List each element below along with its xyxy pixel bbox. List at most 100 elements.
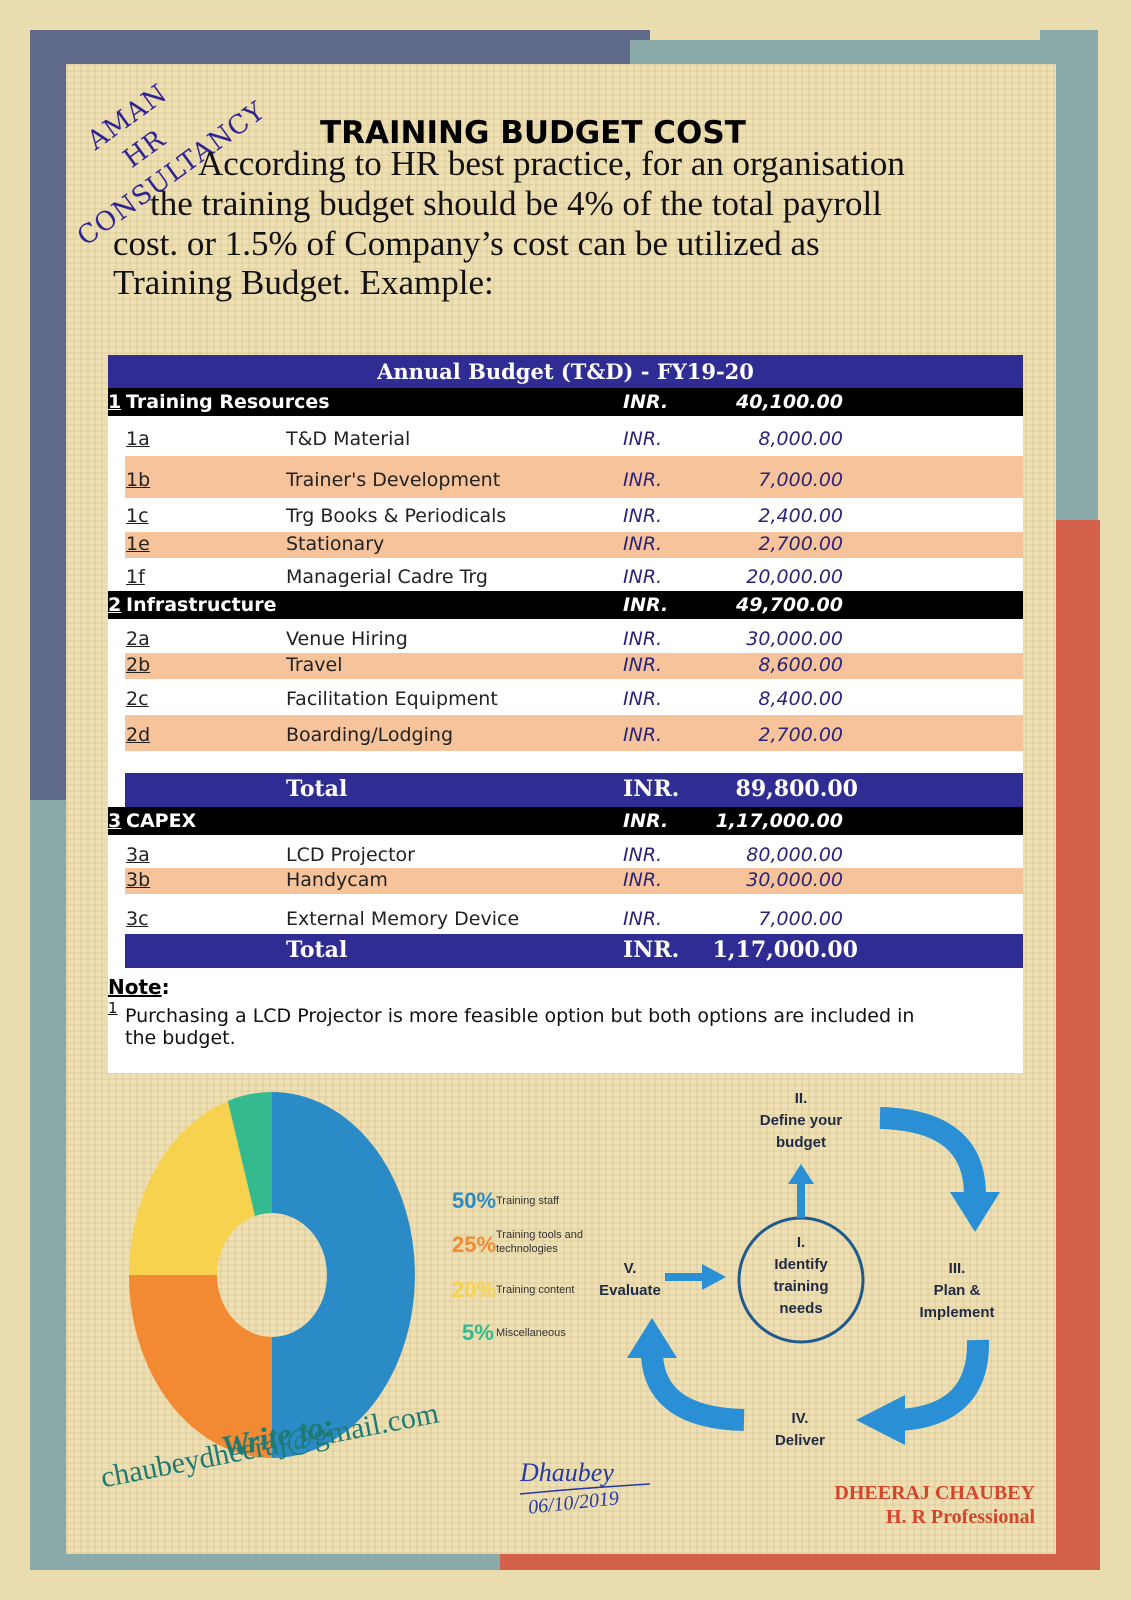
table-row: 1c Trg Books & Periodicals INR. 2,400.00 xyxy=(108,498,1023,532)
donut-slice-3 xyxy=(129,1100,256,1275)
item-code: 2d xyxy=(126,724,151,746)
section-row-infrastructure: 2 Infrastructure INR. 49,700.00 xyxy=(108,591,1023,619)
section-row-training-resources: 1 Training Resources INR. 40,100.00 xyxy=(108,388,1023,416)
item-amount: 7,000.00 xyxy=(758,908,843,930)
legend-pct-3: 20% xyxy=(452,1277,497,1302)
section-number: 1 xyxy=(108,391,122,413)
cycle-step-4-line-1: Deliver xyxy=(774,1432,826,1449)
cycle-step-2-num: II. xyxy=(794,1090,808,1107)
legend-label-3: Training content xyxy=(496,1284,575,1296)
table-row: 1b Trainer's Development INR. 7,000.00 xyxy=(125,456,1023,498)
item-code: 2c xyxy=(126,688,149,710)
intro-line-4: Training Budget. Example: xyxy=(113,263,494,302)
donut-slice-4 xyxy=(227,1092,272,1217)
frame-top-slate xyxy=(30,30,650,64)
table-row: 1e Stationary INR. 2,700.00 xyxy=(125,532,1023,558)
item-amount: 20,000.00 xyxy=(746,566,843,588)
cycle-step-4-num: IV. xyxy=(791,1410,809,1427)
item-desc: Facilitation Equipment xyxy=(286,688,498,710)
item-desc: LCD Projector xyxy=(286,844,415,866)
note-colon: : xyxy=(161,975,170,999)
item-currency: INR. xyxy=(623,688,663,710)
table-row: 2b Travel INR. 8,600.00 xyxy=(125,653,1023,679)
cycle-step-1-num: I. xyxy=(796,1234,806,1251)
total-label: Total xyxy=(286,937,348,963)
author-name: DHEERAJ CHAUBEY xyxy=(834,1482,1035,1504)
signature-underline xyxy=(519,1483,651,1495)
item-desc: Travel xyxy=(286,654,343,676)
section-number: 2 xyxy=(108,594,122,616)
donut-chart xyxy=(129,1092,415,1458)
donut-slice-1 xyxy=(272,1092,415,1458)
item-code: 3b xyxy=(126,869,151,891)
frame-bottom-rust xyxy=(500,1552,1100,1570)
item-currency: INR. xyxy=(623,469,663,491)
cycle-step-2: II. Define your budget xyxy=(746,1088,856,1154)
budget-table: Annual Budget (T&D) - FY19-20 1 Training… xyxy=(108,355,1023,1073)
item-currency: INR. xyxy=(623,869,663,891)
cycle-step-1-line-3: needs xyxy=(779,1300,823,1317)
note-block: Note: 1 Purchasing a LCD Projector is mo… xyxy=(108,975,1023,1073)
arrow-right-head xyxy=(702,1264,726,1290)
table-row: 3b Handycam INR. 30,000.00 xyxy=(125,868,1023,894)
frame-bottom-teal xyxy=(30,1552,500,1570)
table-row: 1a T&D Material INR. 8,000.00 xyxy=(108,416,1023,456)
total-currency: INR. xyxy=(623,776,680,802)
item-desc: Handycam xyxy=(286,869,388,891)
item-code: 1b xyxy=(126,469,151,491)
frame-left-teal xyxy=(30,800,66,1570)
item-desc: Stationary xyxy=(286,533,385,555)
section-title: Training Resources xyxy=(126,391,330,413)
cycle-step-5-line-1: Evaluate xyxy=(599,1282,661,1299)
item-currency: INR. xyxy=(623,628,663,650)
intro-line-1: According to HR best practice, for an or… xyxy=(198,144,905,183)
legend-label-2: Training tools and technologies xyxy=(496,1229,584,1255)
cycle-step-1-line-1: Identify xyxy=(774,1256,828,1273)
cycle-step-3: III. Plan & Implement xyxy=(902,1258,1012,1324)
item-amount: 8,600.00 xyxy=(758,654,843,676)
arrow-curve-top-right-head xyxy=(950,1192,1000,1232)
item-code: 3c xyxy=(126,908,149,930)
intro-line-2: the training budget should be 4% of the … xyxy=(150,184,882,223)
frame-right-rust xyxy=(1056,520,1100,1570)
section-title: CAPEX xyxy=(126,810,197,832)
item-currency: INR. xyxy=(623,505,663,527)
item-desc: Managerial Cadre Trg xyxy=(286,566,488,588)
legend-pct-1: 50% xyxy=(452,1188,497,1213)
note-label-text: Note xyxy=(108,975,162,999)
table-row: 2d Boarding/Lodging INR. 2,700.00 xyxy=(125,715,1023,751)
item-currency: INR. xyxy=(623,654,663,676)
section-title: Infrastructure xyxy=(126,594,277,616)
section-currency: INR. xyxy=(623,810,669,832)
donut-slice-2 xyxy=(129,1275,272,1458)
cycle-step-3-line-2: Implement xyxy=(919,1304,995,1321)
item-currency: INR. xyxy=(623,566,663,588)
item-code: 2b xyxy=(126,654,151,676)
item-currency: INR. xyxy=(623,428,663,450)
item-desc: T&D Material xyxy=(286,428,411,450)
cycle-diagram xyxy=(627,1107,1000,1445)
cycle-step-5-num: V. xyxy=(623,1260,637,1277)
item-currency: INR. xyxy=(623,844,663,866)
intro-line-3: cost. or 1.5% of Company’s cost can be u… xyxy=(113,224,820,263)
item-desc: External Memory Device xyxy=(286,908,520,930)
item-desc: Trainer's Development xyxy=(286,469,501,491)
item-amount: 8,000.00 xyxy=(758,428,843,450)
note-label: Note: xyxy=(108,975,170,999)
item-amount: 8,400.00 xyxy=(758,688,843,710)
item-code: 1f xyxy=(126,566,145,588)
note-text-line-1: Purchasing a LCD Projector is more feasi… xyxy=(125,1005,915,1027)
table-row: 2a Venue Hiring INR. 30,000.00 xyxy=(108,619,1023,653)
frame-top-teal xyxy=(630,40,1090,66)
section-amount: 40,100.00 xyxy=(736,391,843,413)
section-amount: 1,17,000.00 xyxy=(715,810,843,832)
item-amount: 2,700.00 xyxy=(758,533,843,555)
table-row: 2c Facilitation Equipment INR. 8,400.00 xyxy=(108,679,1023,715)
item-currency: INR. xyxy=(623,533,663,555)
item-desc: Trg Books & Periodicals xyxy=(286,505,507,527)
item-code: 3a xyxy=(126,844,150,866)
item-desc: Boarding/Lodging xyxy=(286,724,454,746)
cycle-step-5: V. Evaluate xyxy=(585,1258,675,1302)
arrow-curve-bottom-right-head xyxy=(856,1395,905,1445)
